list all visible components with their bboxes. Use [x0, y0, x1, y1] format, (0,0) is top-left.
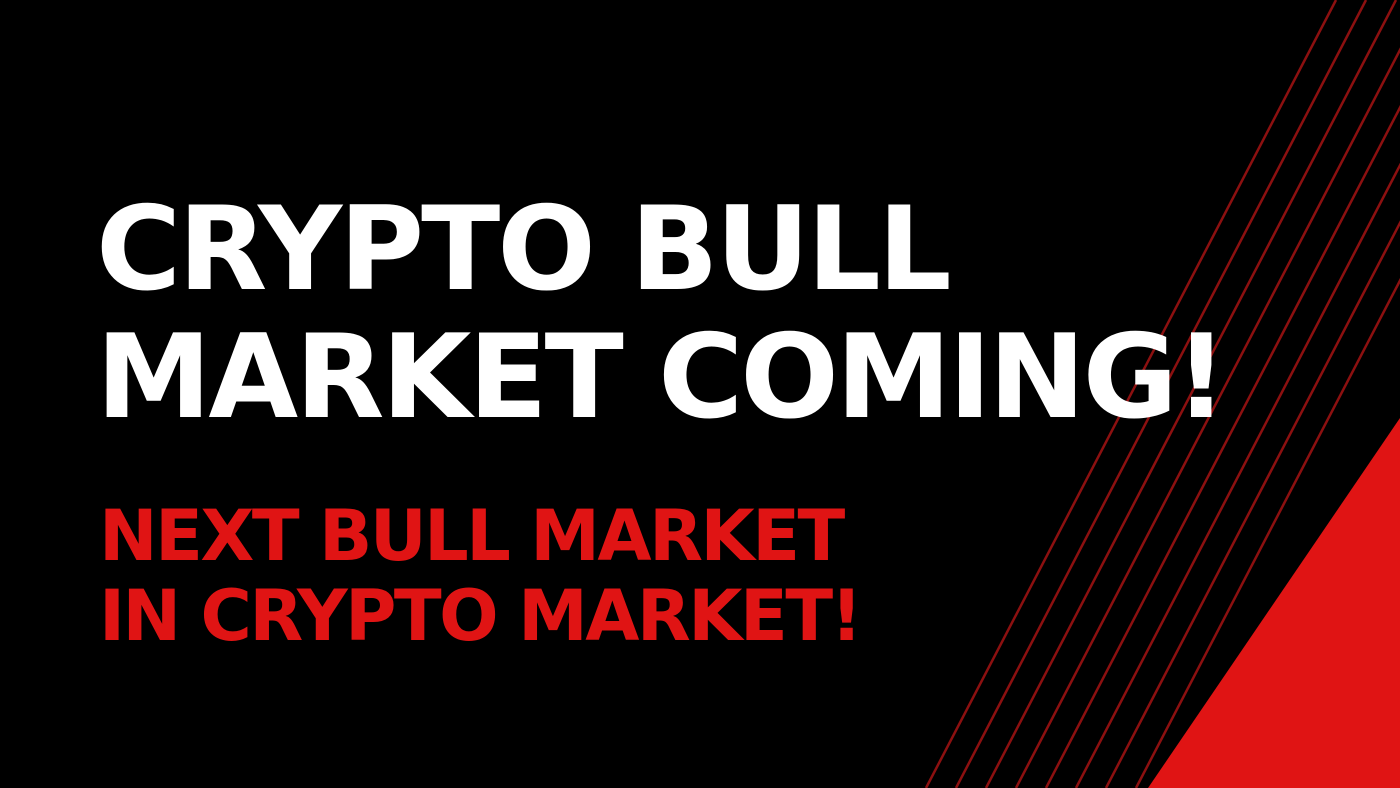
diagonal-stripe-line — [1074, 162, 1400, 788]
diagonal-stripe-line — [1014, 47, 1400, 788]
diagonal-stripes-icon — [924, 0, 1400, 788]
diagonal-stripe-line — [924, 0, 1338, 788]
red-triangle-corner-icon — [1148, 418, 1400, 788]
headline-line-1: CRYPTO BULL — [96, 182, 952, 317]
diagonal-stripe-line — [984, 0, 1398, 788]
subheadline: NEXT BULL MARKET IN CRYPTO MARKET! — [99, 495, 863, 657]
headline: CRYPTO BULL MARKET COMING! — [96, 182, 1228, 445]
subheadline-line-2: IN CRYPTO MARKET! — [99, 575, 863, 657]
diagonal-stripe-line — [1044, 104, 1400, 788]
diagonal-stripe-line — [954, 0, 1368, 788]
diagonal-stripe-line — [1104, 220, 1400, 788]
subheadline-line-1: NEXT BULL MARKET — [99, 495, 845, 577]
headline-line-2: MARKET COMING! — [96, 310, 1228, 445]
diagonal-stripe-line — [1134, 277, 1400, 788]
